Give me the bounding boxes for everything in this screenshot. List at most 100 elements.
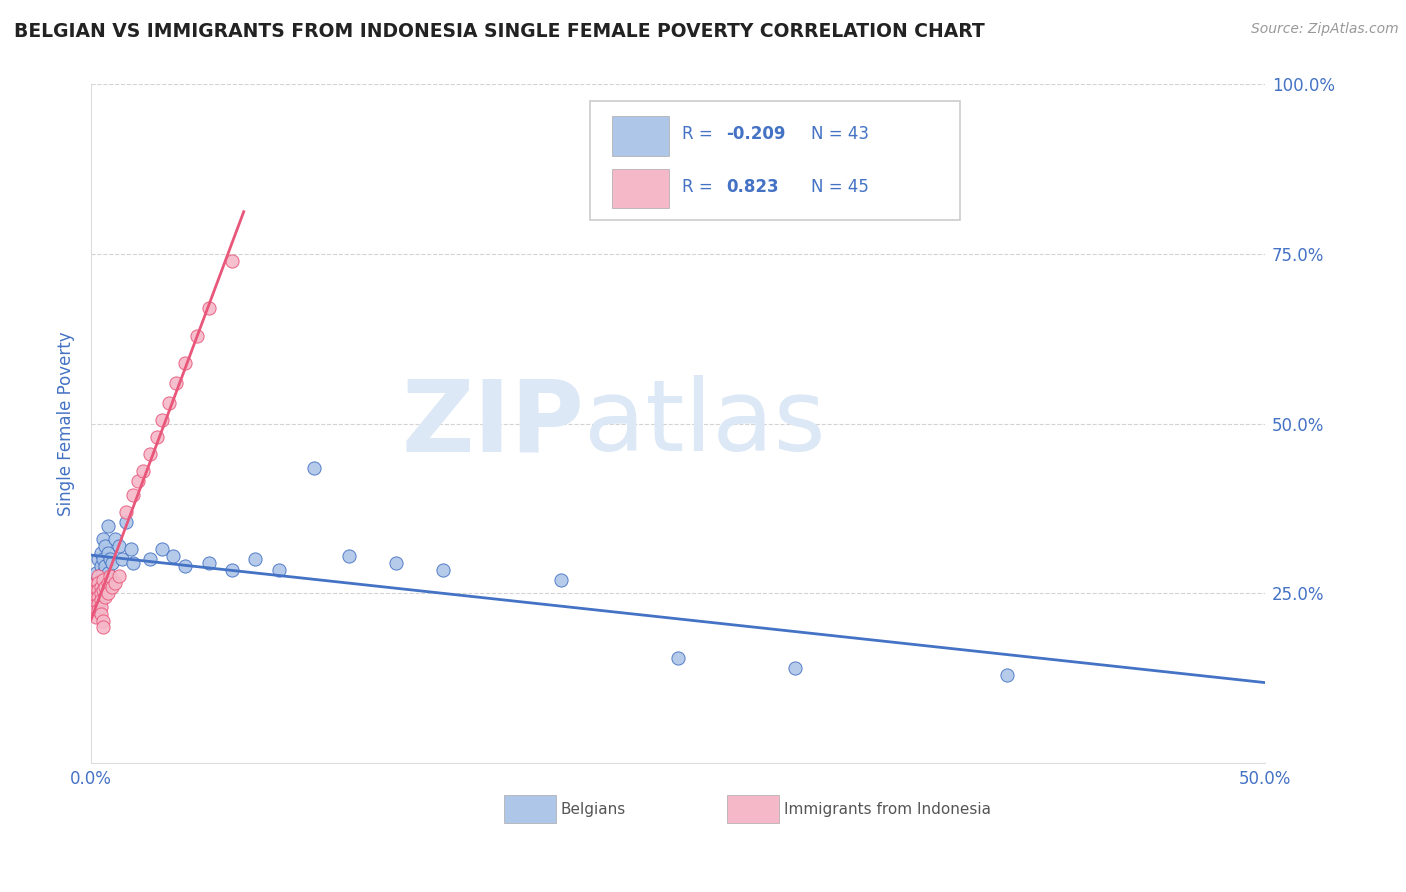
Point bbox=[120, 542, 142, 557]
Text: ZIP: ZIP bbox=[401, 376, 583, 472]
Point bbox=[84, 590, 107, 604]
Point bbox=[84, 566, 107, 580]
Point bbox=[97, 576, 120, 591]
Point bbox=[83, 590, 105, 604]
FancyBboxPatch shape bbox=[591, 102, 960, 220]
Text: R =: R = bbox=[682, 178, 717, 196]
Text: BELGIAN VS IMMIGRANTS FROM INDONESIA SINGLE FEMALE POVERTY CORRELATION CHART: BELGIAN VS IMMIGRANTS FROM INDONESIA SIN… bbox=[14, 22, 984, 41]
Point bbox=[94, 559, 117, 574]
Point bbox=[337, 549, 360, 563]
Point bbox=[111, 552, 134, 566]
Point bbox=[90, 607, 112, 621]
Point bbox=[132, 464, 155, 478]
Text: Source: ZipAtlas.com: Source: ZipAtlas.com bbox=[1251, 22, 1399, 37]
Text: N = 43: N = 43 bbox=[811, 126, 869, 144]
Point bbox=[267, 563, 290, 577]
Point bbox=[139, 447, 162, 461]
Point bbox=[98, 552, 121, 566]
Point bbox=[94, 580, 117, 594]
Point bbox=[97, 586, 120, 600]
Point bbox=[87, 597, 110, 611]
Point bbox=[550, 573, 572, 587]
Point bbox=[91, 552, 114, 566]
Point bbox=[84, 576, 107, 591]
Point bbox=[87, 576, 110, 591]
Point bbox=[302, 460, 325, 475]
Point bbox=[97, 518, 120, 533]
Text: -0.209: -0.209 bbox=[725, 126, 786, 144]
Text: R =: R = bbox=[682, 126, 717, 144]
Point bbox=[84, 610, 107, 624]
Text: N = 45: N = 45 bbox=[811, 178, 869, 196]
Point bbox=[91, 620, 114, 634]
Point bbox=[115, 515, 138, 529]
Text: 0.823: 0.823 bbox=[725, 178, 779, 196]
Point bbox=[108, 569, 131, 583]
Point bbox=[90, 559, 112, 574]
Point bbox=[94, 590, 117, 604]
Point bbox=[91, 566, 114, 580]
Point bbox=[91, 614, 114, 628]
Point bbox=[90, 586, 112, 600]
Point bbox=[90, 580, 112, 594]
Point bbox=[122, 488, 145, 502]
Point bbox=[139, 552, 162, 566]
Point bbox=[108, 539, 131, 553]
Text: atlas: atlas bbox=[583, 376, 825, 472]
Point bbox=[122, 556, 145, 570]
Point bbox=[104, 532, 127, 546]
Point bbox=[87, 576, 110, 591]
Point bbox=[197, 301, 219, 316]
Point bbox=[97, 566, 120, 580]
Point bbox=[83, 580, 105, 594]
FancyBboxPatch shape bbox=[505, 795, 555, 822]
Point bbox=[90, 599, 112, 614]
Point bbox=[84, 582, 107, 597]
Point bbox=[101, 580, 124, 594]
Point bbox=[90, 593, 112, 607]
Point bbox=[91, 582, 114, 597]
Point bbox=[87, 569, 110, 583]
Point bbox=[83, 580, 105, 594]
Point bbox=[174, 356, 197, 370]
Point bbox=[221, 563, 243, 577]
Point bbox=[91, 573, 114, 587]
FancyBboxPatch shape bbox=[727, 795, 779, 822]
Point bbox=[221, 253, 243, 268]
Text: Immigrants from Indonesia: Immigrants from Indonesia bbox=[783, 802, 991, 817]
Point bbox=[197, 556, 219, 570]
Point bbox=[115, 505, 138, 519]
Point bbox=[432, 563, 454, 577]
Text: Belgians: Belgians bbox=[561, 802, 626, 817]
Point bbox=[87, 582, 110, 597]
Point bbox=[84, 597, 107, 611]
Point bbox=[101, 556, 124, 570]
FancyBboxPatch shape bbox=[612, 116, 669, 155]
Point bbox=[87, 590, 110, 604]
Point bbox=[91, 532, 114, 546]
Point bbox=[162, 549, 184, 563]
Point bbox=[165, 376, 187, 390]
Point bbox=[84, 603, 107, 617]
FancyBboxPatch shape bbox=[612, 169, 669, 208]
Point bbox=[94, 539, 117, 553]
Point bbox=[90, 546, 112, 560]
Point bbox=[84, 593, 107, 607]
Point bbox=[84, 582, 107, 597]
Point bbox=[150, 542, 173, 557]
Point bbox=[83, 573, 105, 587]
Point bbox=[127, 475, 149, 489]
Point bbox=[245, 552, 267, 566]
Point bbox=[146, 430, 169, 444]
Point bbox=[90, 573, 112, 587]
Point bbox=[385, 556, 408, 570]
Point bbox=[83, 582, 105, 597]
Point bbox=[87, 586, 110, 600]
Point bbox=[174, 559, 197, 574]
Point bbox=[97, 546, 120, 560]
Point bbox=[157, 396, 180, 410]
Point bbox=[104, 576, 127, 591]
Point bbox=[995, 668, 1018, 682]
Point bbox=[150, 413, 173, 427]
Point bbox=[87, 603, 110, 617]
